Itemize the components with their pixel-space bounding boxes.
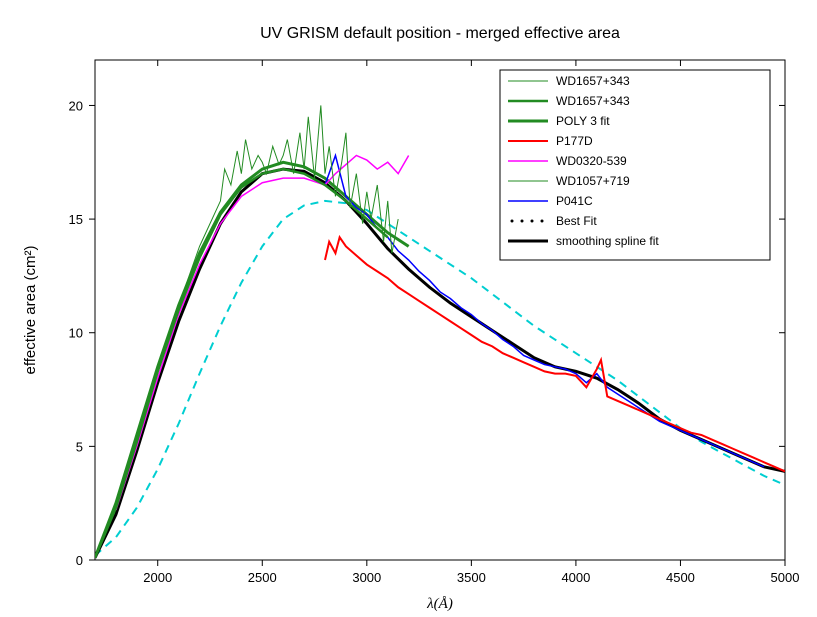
- y-axis-label: effective area (cm²): [22, 246, 39, 375]
- legend-label: WD0320-539: [556, 154, 627, 168]
- legend-label: smoothing spline fit: [556, 234, 659, 248]
- legend-marker: [511, 220, 514, 223]
- legend-marker: [521, 220, 524, 223]
- legend-label: Best Fit: [556, 214, 597, 228]
- legend-label: WD1657+343: [556, 74, 630, 88]
- series-wd1657_thin: [95, 105, 398, 555]
- legend-marker: [531, 220, 534, 223]
- x-tick-label: 3000: [352, 570, 381, 585]
- x-tick-label: 4000: [561, 570, 590, 585]
- legend-label: WD1057+719: [556, 174, 630, 188]
- legend-label: POLY 3 fit: [556, 114, 610, 128]
- series-p177d: [325, 237, 785, 471]
- y-tick-label: 0: [76, 553, 83, 568]
- series-wd1657_thick: [95, 169, 388, 558]
- legend-marker: [541, 220, 544, 223]
- x-tick-label: 4500: [666, 570, 695, 585]
- x-tick-label: 2000: [143, 570, 172, 585]
- legend-label: WD1657+343: [556, 94, 630, 108]
- x-tick-label: 5000: [771, 570, 800, 585]
- x-tick-label: 2500: [248, 570, 277, 585]
- chart-svg: 2000 2500 3000 3500 4000 4500 5000 0 5 10 15 20 UV G…: [0, 0, 817, 617]
- y-tick-label: 20: [69, 98, 83, 113]
- y-tick-label: 15: [69, 212, 83, 227]
- legend-label: P177D: [556, 134, 593, 148]
- x-axis-label: λ(Å): [426, 596, 453, 612]
- legend-label: P041C: [556, 194, 593, 208]
- legend-box: [500, 70, 770, 260]
- chart-container: 2000 2500 3000 3500 4000 4500 5000 0 5 10 15 20 UV G…: [0, 0, 817, 617]
- y-tick-label: 5: [76, 439, 83, 454]
- y-tick-label: 10: [69, 326, 83, 341]
- chart-title: UV GRISM default position - merged effec…: [260, 25, 620, 42]
- x-tick-label: 3500: [457, 570, 486, 585]
